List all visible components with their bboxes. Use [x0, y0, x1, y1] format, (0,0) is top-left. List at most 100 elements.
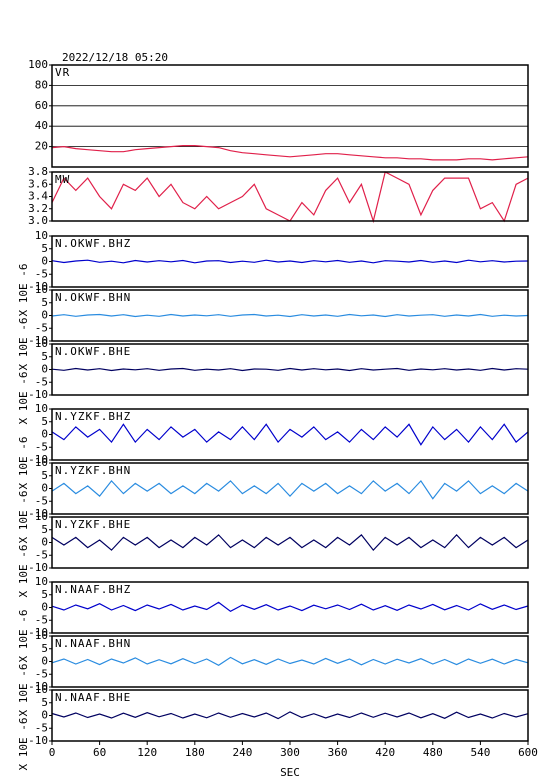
y-axis-label: X 10E -6	[17, 718, 30, 771]
y-tick-label: -10	[28, 561, 48, 574]
y-tick-label: -5	[35, 613, 48, 626]
y-tick-label: 5	[41, 642, 48, 655]
x-tick-label: 60	[93, 746, 106, 759]
y-tick-label: -5	[35, 321, 48, 334]
y-tick-label: 10	[35, 337, 48, 350]
x-tick-label: 0	[49, 746, 56, 759]
trace	[51, 259, 529, 264]
trace	[51, 171, 529, 224]
y-axis-label: X 10E -6	[17, 264, 30, 317]
panel-label: N.NAAF.BHE	[55, 691, 131, 704]
y-axis-label: X 10E -6	[17, 610, 30, 663]
x-tick-label: 240	[232, 746, 252, 759]
x-tick-label: 480	[423, 746, 443, 759]
y-axis-label: X 10E -6	[17, 664, 30, 717]
y-tick-label: 10	[35, 575, 48, 588]
y-tick-label: 20	[35, 140, 48, 153]
panel-label: N.NAAF.BHZ	[55, 583, 131, 596]
y-tick-label: -5	[35, 667, 48, 680]
y-tick-label: -10	[28, 388, 48, 401]
y-tick-label: -10	[28, 334, 48, 347]
x-tick-label: 120	[137, 746, 157, 759]
panel-frame	[51, 516, 529, 569]
panel-label: N.OKWF.BHZ	[55, 237, 131, 250]
y-tick-label: -10	[28, 507, 48, 520]
panel-label: N.YZKF.BHN	[55, 464, 131, 477]
trace	[51, 367, 529, 372]
panel-frame	[51, 581, 529, 634]
trace	[51, 479, 529, 500]
trace	[51, 313, 529, 318]
y-tick-label: 0	[41, 601, 48, 614]
panel-frame	[51, 462, 529, 515]
y-tick-label: 80	[35, 78, 48, 91]
trace	[51, 711, 529, 720]
y-tick-label: -5	[35, 267, 48, 280]
y-tick-label: 5	[41, 469, 48, 482]
y-tick-label: 10	[35, 629, 48, 642]
panel-label: N.OKWF.BHN	[55, 291, 131, 304]
panel-label: N.YZKF.BHE	[55, 518, 131, 531]
y-tick-label: 5	[41, 523, 48, 536]
y-tick-label: 0	[41, 709, 48, 722]
y-tick-label: 5	[41, 296, 48, 309]
y-tick-label: 3.2	[28, 202, 48, 215]
y-tick-label: -10	[28, 626, 48, 639]
panel-frame	[51, 235, 529, 288]
panel-frame	[51, 64, 529, 168]
y-tick-label: 0	[41, 655, 48, 668]
panel-label: VR	[55, 66, 70, 79]
y-tick-label: 0	[41, 428, 48, 441]
x-tick-label: 540	[470, 746, 490, 759]
y-tick-label: 3.0	[28, 214, 48, 227]
y-tick-label: -5	[35, 721, 48, 734]
y-tick-label: 3.8	[28, 165, 48, 178]
panel-label: N.YZKF.BHZ	[55, 410, 131, 423]
x-tick-label: 360	[328, 746, 348, 759]
panel-label: MW	[55, 173, 70, 186]
x-tick-label: 420	[375, 746, 395, 759]
trace	[51, 656, 529, 666]
y-tick-label: -5	[35, 375, 48, 388]
y-tick-label: 10	[35, 510, 48, 523]
y-tick-label: 0	[41, 363, 48, 376]
y-tick-label: -5	[35, 440, 48, 453]
y-tick-label: 3.4	[28, 190, 48, 203]
y-tick-label: -5	[35, 494, 48, 507]
trace	[51, 601, 529, 613]
y-tick-label: 10	[35, 402, 48, 415]
panel-frame	[51, 635, 529, 688]
y-tick-label: 10	[35, 283, 48, 296]
chart-title: 2022/12/18 05:20	[62, 51, 168, 64]
y-axis-label: X 10E -6	[17, 318, 30, 371]
y-tick-label: 0	[41, 482, 48, 495]
y-tick-label: 0	[41, 309, 48, 322]
y-tick-label: -10	[28, 280, 48, 293]
x-tick-label: 300	[280, 746, 300, 759]
y-tick-label: 10	[35, 683, 48, 696]
trace	[51, 423, 529, 446]
y-tick-label: 5	[41, 588, 48, 601]
y-tick-label: 10	[35, 456, 48, 469]
y-tick-label: -10	[28, 680, 48, 693]
y-tick-label: 100	[28, 58, 48, 71]
panel-label: N.OKWF.BHE	[55, 345, 131, 358]
y-tick-label: 0	[41, 536, 48, 549]
y-tick-label: 5	[41, 242, 48, 255]
panel-label: N.NAAF.BHN	[55, 637, 131, 650]
x-axis-label: SEC	[280, 766, 300, 779]
panel-frame	[51, 289, 529, 342]
y-tick-label: 3.6	[28, 177, 48, 190]
panel-frame	[51, 343, 529, 396]
panel-frame	[51, 408, 529, 461]
y-tick-label: -10	[28, 453, 48, 466]
x-tick-label: 600	[518, 746, 538, 759]
y-tick-label: 5	[41, 696, 48, 709]
x-tick-label: 180	[185, 746, 205, 759]
y-tick-label: 60	[35, 99, 48, 112]
y-tick-label: 5	[41, 415, 48, 428]
y-tick-label: 40	[35, 119, 48, 132]
y-tick-label: 0	[41, 255, 48, 268]
y-axis-label: X 10E -6	[17, 372, 30, 425]
